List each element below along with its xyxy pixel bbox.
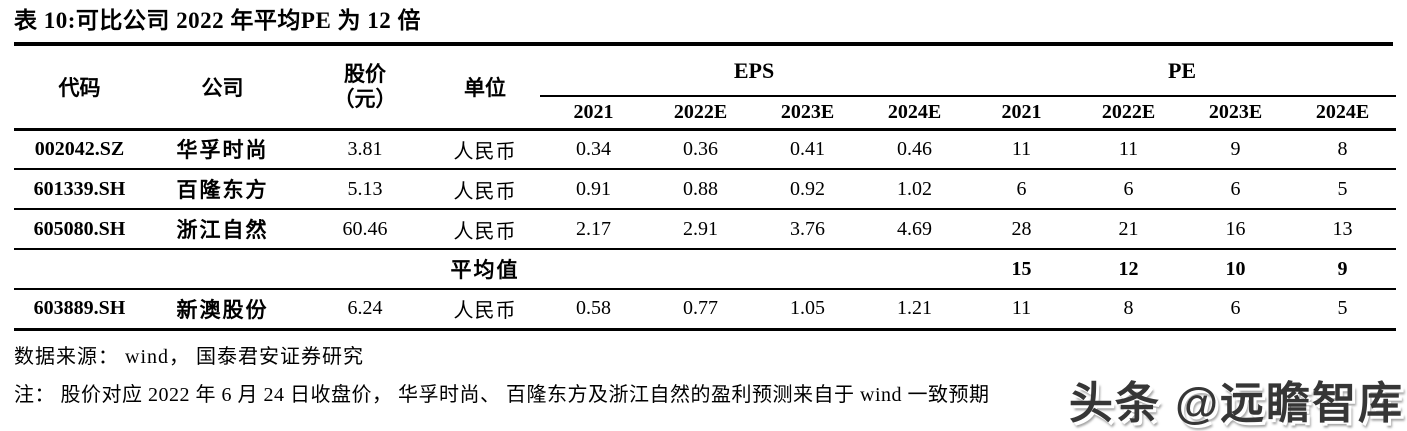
- cell-company: 浙江自然: [176, 218, 269, 242]
- cell-num: 6: [1016, 177, 1027, 200]
- table-header: 代码 公司 股价 （元） 单位 EPS PE 2021 2022E 2023E 202…: [14, 46, 1397, 129]
- cell-num: 16: [1225, 217, 1246, 240]
- company-row: 601339.SH 百隆东方 5.13 人民币 0.91 0.88 0.92 1.02 6 6 6 5: [14, 169, 1397, 209]
- cell-num: 0.41: [790, 137, 825, 160]
- cell-num: 0.91: [576, 177, 611, 200]
- col-header-year-eps-2021: 2021: [573, 100, 614, 123]
- col-header-price-line2: （元）: [333, 86, 397, 111]
- year-header-row: 2021 2022E 2023E 2024E 2021 2022E 2023E 2024E: [14, 96, 1396, 129]
- cell-company: [145, 249, 300, 289]
- cell-num: 21: [1118, 217, 1139, 240]
- cell-code: 603889.SH: [33, 297, 126, 320]
- cell-num: [861, 249, 968, 289]
- cell-num: 1.21: [897, 297, 933, 320]
- col-header-year-pe-2023e: 2023E: [1208, 100, 1263, 123]
- col-header-year-eps-2022e: 2022E: [673, 100, 728, 123]
- cell-avg-label: 平均值: [450, 258, 520, 282]
- col-header-year-pe-2024e: 2024E: [1315, 100, 1370, 123]
- cell-num: 2.91: [683, 217, 718, 240]
- cell-num: 6.24: [347, 297, 383, 320]
- cell-unit: 人民币: [453, 140, 517, 163]
- cell-company: 华孚时尚: [176, 138, 269, 163]
- cell-num: 5: [1337, 177, 1348, 200]
- cell-num: [300, 249, 430, 289]
- cell-unit: 人民币: [453, 180, 517, 203]
- cell-num: 60.46: [342, 217, 388, 240]
- cell-code: [14, 249, 145, 289]
- cell-num: 12: [1118, 257, 1139, 280]
- table-body: 002042.SZ 华孚时尚 3.81 人民币 0.34 0.36 0.41 0.46 11 11…: [14, 129, 1397, 329]
- col-header-year-eps-2023e: 2023E: [780, 100, 835, 123]
- cell-num: 8: [1337, 137, 1348, 160]
- cell-num: 0.92: [790, 177, 825, 200]
- company-row: 605080.SH 浙江自然 60.46 人民币 2.17 2.91 3.76 4.69 28 2…: [14, 209, 1397, 249]
- cell-num: 5.13: [347, 177, 383, 200]
- cell-num: 0.58: [576, 297, 611, 320]
- cell-num: 0.77: [683, 297, 718, 320]
- cell-num: 0.34: [576, 137, 611, 160]
- table-title: 表 10:可比公司 2022 年平均PE 为 12 倍: [14, 6, 1393, 46]
- cell-num: 6: [1230, 177, 1241, 200]
- col-group-eps: EPS: [540, 46, 969, 97]
- footnote-line: 注： 股价对应 2022 年 6 月 24 日收盘价， 华孚时尚、 百隆东方及浙…: [14, 383, 990, 406]
- col-header-unit: 单位: [464, 75, 506, 100]
- col-header-year-pe-2022e: 2022E: [1101, 100, 1156, 123]
- col-group-pe: PE: [968, 46, 1397, 97]
- cell-num: 11: [1118, 137, 1139, 160]
- cell-num: [754, 249, 861, 289]
- cell-num: 11: [1011, 137, 1032, 160]
- watermark-text: 头条 @远瞻智库: [1068, 379, 1404, 428]
- cell-code: 002042.SZ: [34, 137, 125, 160]
- cell-num: 0.46: [897, 137, 933, 160]
- cell-num: 6: [1123, 177, 1134, 200]
- average-row: 平均值 15 12 10 9: [14, 249, 1397, 289]
- col-header-company: 公司: [201, 75, 244, 100]
- cell-num: 1.05: [790, 297, 825, 320]
- cell-num: 28: [1011, 217, 1032, 240]
- cell-num: 0.88: [683, 177, 718, 200]
- cell-num: 11: [1011, 297, 1032, 320]
- cell-num: 8: [1123, 297, 1134, 320]
- company-row: 603889.SH 新澳股份 6.24 人民币 0.58 0.77 1.05 1.21 11 8 6…: [14, 289, 1397, 329]
- cell-num: 0.36: [683, 137, 718, 160]
- company-row: 002042.SZ 华孚时尚 3.81 人民币 0.34 0.36 0.41 0.46 11 11…: [14, 129, 1397, 169]
- cell-num: [647, 249, 754, 289]
- col-header-year-eps-2024e: 2024E: [887, 100, 942, 123]
- cell-code: 601339.SH: [33, 177, 126, 200]
- cell-num: 5: [1337, 297, 1348, 320]
- comparable-companies-table: 代码 公司 股价 （元） 单位 EPS PE 2021 2022E 2023E 202…: [14, 46, 1397, 331]
- cell-num: 15: [1011, 257, 1032, 280]
- cell-num: 9: [1230, 137, 1241, 160]
- col-header-code: 代码: [58, 75, 101, 100]
- col-header-price-line1: 股价: [344, 61, 386, 86]
- cell-num: 13: [1332, 217, 1353, 240]
- cell-num: 6: [1230, 297, 1241, 320]
- cell-num: 2.17: [576, 217, 611, 240]
- cell-unit: 人民币: [453, 220, 517, 243]
- cell-num: 1.02: [897, 177, 933, 200]
- cell-company: 百隆东方: [176, 178, 269, 202]
- col-header-year-pe-2021: 2021: [1001, 100, 1042, 123]
- cell-num: 4.69: [897, 217, 933, 240]
- data-source-line: 数据来源： wind， 国泰君安证券研究: [14, 345, 364, 368]
- cell-num: 3.76: [790, 217, 825, 240]
- cell-unit: 人民币: [453, 300, 517, 323]
- cell-company: 新澳股份: [176, 297, 269, 322]
- cell-num: 3.81: [347, 137, 383, 160]
- cell-num: 9: [1337, 257, 1348, 280]
- col-header-price: 股价 （元）: [300, 46, 430, 129]
- cell-code: 605080.SH: [33, 217, 126, 240]
- cell-num: [540, 249, 647, 289]
- cell-num: 10: [1225, 257, 1246, 280]
